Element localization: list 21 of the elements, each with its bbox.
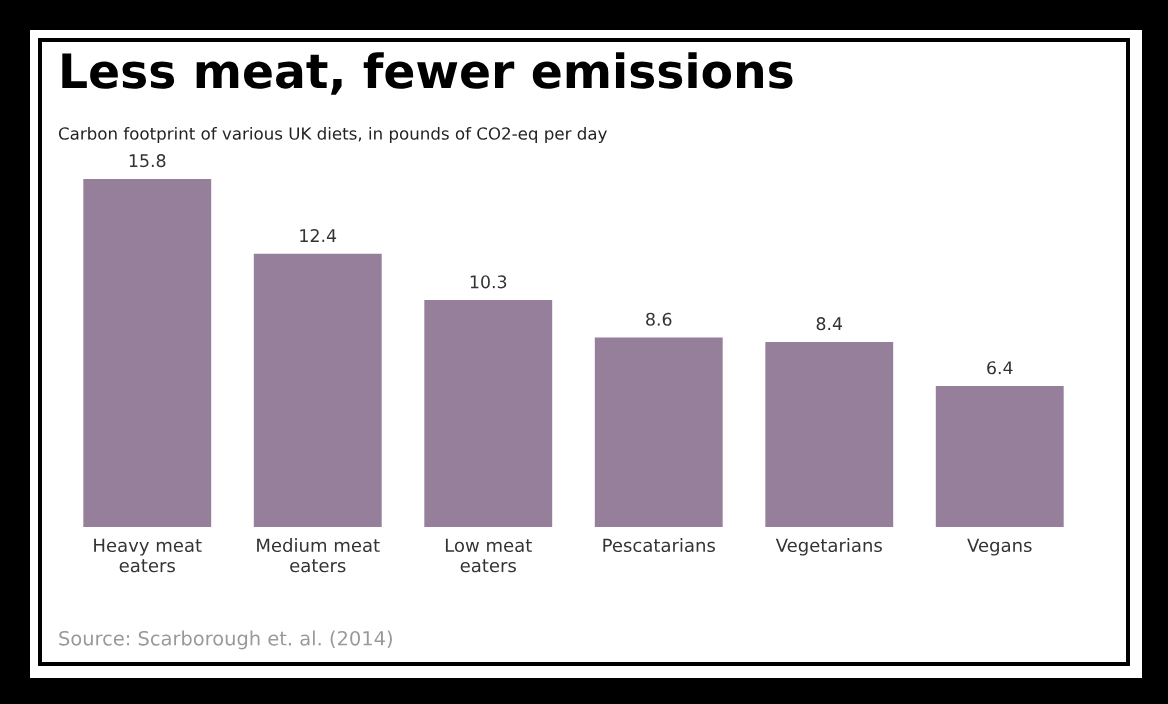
chart-title: Less meat, fewer emissions — [62, 52, 793, 95]
data-label: 6.4 — [987, 361, 1013, 375]
data-label: 12.4 — [300, 229, 337, 242]
data-label: 15.8 — [129, 154, 166, 168]
chart-subtitle: Carbon footprint of various UK diets, in pounds of CO2-eq per day — [58, 126, 607, 144]
source-note: Source: Scarborough et. al. (2014) — [59, 630, 392, 650]
bar — [594, 337, 723, 527]
x-tick-label: Pescatarians — [603, 538, 715, 553]
x-tick-label: Vegetarians — [775, 538, 882, 556]
bar — [424, 300, 553, 527]
x-tick-label: Heavy meat eaters — [94, 538, 202, 573]
bar — [765, 341, 894, 527]
x-tick-label: Low meat eaters — [445, 538, 532, 573]
data-label: 8.4 — [816, 317, 843, 331]
x-tick-label: Medium meat eaters — [257, 538, 380, 573]
data-label: 8.6 — [646, 312, 672, 326]
data-label: 10.3 — [470, 275, 507, 289]
bar — [935, 386, 1064, 527]
bar — [253, 253, 382, 527]
x-tick-label: Vegans — [967, 538, 1032, 556]
bar — [83, 178, 212, 527]
